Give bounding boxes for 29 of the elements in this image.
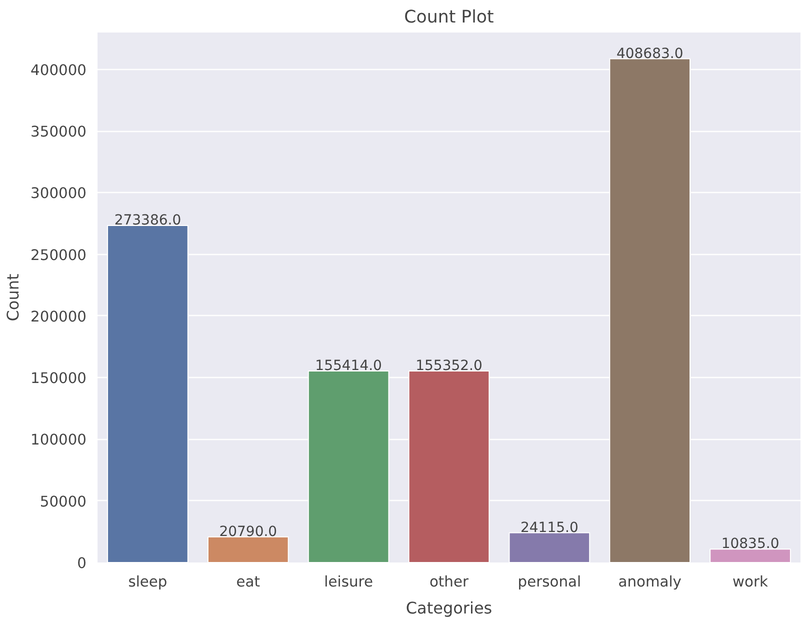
y-tick-label: 100000 (30, 432, 87, 449)
x-tick-label: personal (518, 574, 582, 590)
y-tick-label: 0 (77, 555, 87, 572)
bar (207, 536, 289, 562)
bar (710, 548, 791, 562)
y-axis-title: Count (4, 274, 23, 322)
data-label: 408683.0 (616, 46, 684, 62)
data-label: 155352.0 (416, 358, 482, 374)
x-tick-label: leisure (324, 574, 373, 590)
y-tick-label: 250000 (30, 246, 87, 264)
y-tick-label: 150000 (30, 370, 87, 388)
data-label: 20790.0 (219, 524, 278, 540)
y-tick-label: 350000 (30, 124, 87, 141)
y-tick-label: 200000 (30, 308, 87, 326)
data-label: 155414.0 (315, 358, 382, 374)
y-tick-label: 400000 (30, 62, 87, 79)
y-tick-label: 50000 (40, 493, 86, 510)
x-tick-label: anomaly (618, 574, 682, 590)
x-tick-label: sleep (128, 574, 168, 590)
x-tick-label: work (732, 574, 769, 590)
bar (508, 532, 590, 562)
data-label: 273386.0 (114, 212, 182, 229)
chart-title: Count Plot (404, 8, 494, 28)
y-tick-label: 300000 (30, 185, 87, 202)
data-label: 10835.0 (721, 536, 780, 552)
x-tick-label: eat (236, 574, 260, 590)
data-label: 24115.0 (520, 520, 578, 536)
x-axis-title: Categories (406, 598, 492, 618)
x-tick-label: other (429, 574, 470, 590)
